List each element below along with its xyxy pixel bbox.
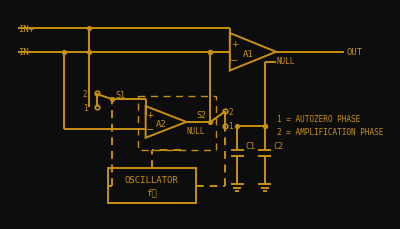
Text: +: + [146,111,154,120]
Text: S1: S1 [115,90,125,99]
Text: +: + [231,39,238,48]
Text: 1 = AUTOZERO PHASE: 1 = AUTOZERO PHASE [277,115,360,124]
Text: NULL: NULL [186,127,205,136]
Text: −: − [146,125,154,135]
Text: OUT: OUT [346,48,362,57]
Text: C2: C2 [273,142,283,150]
Text: fᴄ: fᴄ [146,187,157,196]
Text: A2: A2 [156,120,167,129]
Text: IN-: IN- [18,48,34,57]
Text: 1: 1 [228,122,232,131]
Bar [108,169,196,203]
Text: NULL: NULL [276,57,294,66]
Text: −: − [230,56,238,66]
Text: OSCILLATOR: OSCILLATOR [125,175,178,184]
Text: 2 = AMPLIFICATION PHASE: 2 = AMPLIFICATION PHASE [277,128,383,137]
Text: 1: 1 [83,103,87,112]
Text: 2: 2 [83,89,87,98]
Text: C1: C1 [246,142,256,150]
Text: IN+: IN+ [18,25,34,33]
Bar [138,97,216,150]
Text: 2: 2 [228,107,232,116]
Text: S2: S2 [197,111,207,120]
Text: A1: A1 [243,50,254,59]
